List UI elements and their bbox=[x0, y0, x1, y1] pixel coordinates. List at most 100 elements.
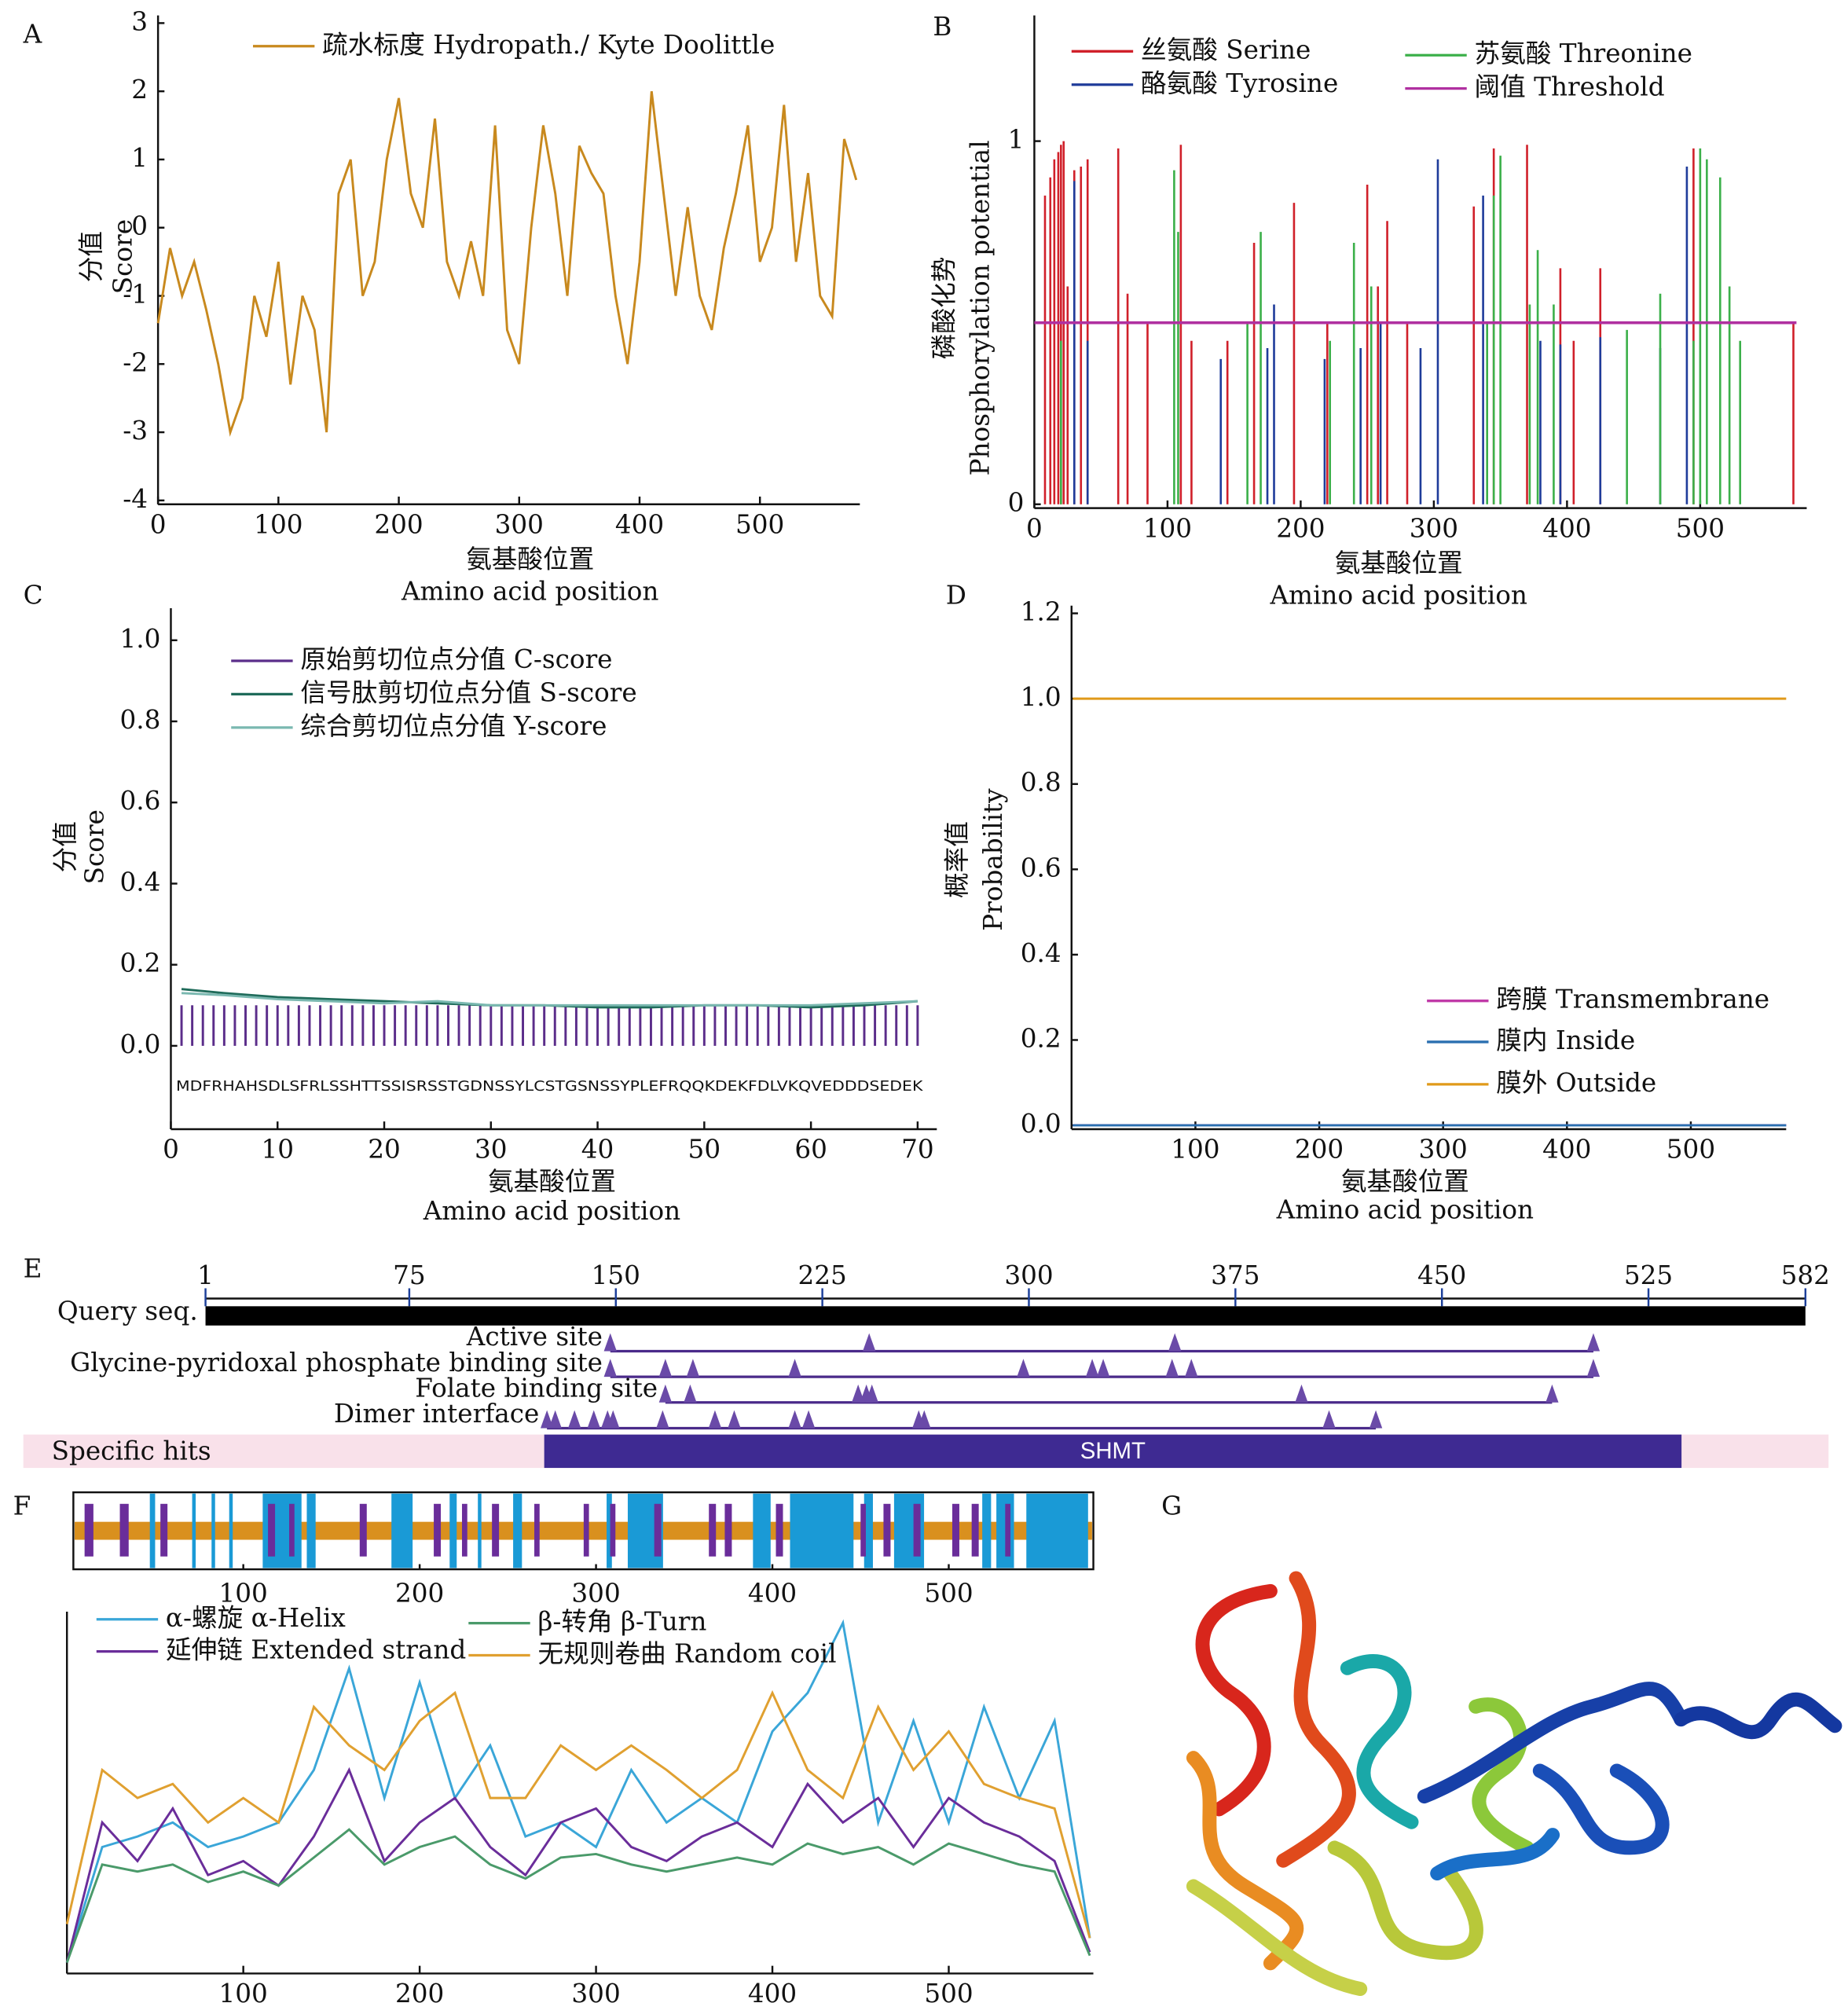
helix bbox=[1026, 1493, 1088, 1568]
y-tick-label: 0.6 bbox=[1021, 853, 1062, 882]
x-tick-label: 200 bbox=[395, 1979, 444, 2003]
y-tick-label: -2 bbox=[123, 347, 148, 377]
site-marker bbox=[1586, 1359, 1600, 1378]
helix bbox=[391, 1493, 413, 1568]
x-tick-label: 40 bbox=[581, 1135, 614, 1165]
legend-label: 无规则卷曲 Random coil bbox=[537, 1638, 836, 1668]
strand bbox=[583, 1503, 589, 1557]
x-tick-label: 400 bbox=[748, 1579, 797, 1609]
strand bbox=[289, 1503, 295, 1557]
panel-label: C bbox=[24, 580, 43, 610]
y-axis-title: 分值 bbox=[76, 231, 106, 282]
strand bbox=[860, 1503, 866, 1557]
x-tick-label: 150 bbox=[592, 1260, 640, 1290]
legend-label: 膜内 Inside bbox=[1496, 1025, 1635, 1055]
legend-label: 跨膜 Transmembrane bbox=[1496, 985, 1769, 1014]
helix bbox=[192, 1493, 196, 1568]
legend-label: 信号肽剪切位点分值 S-score bbox=[300, 677, 636, 707]
site-marker bbox=[658, 1359, 673, 1378]
helix bbox=[229, 1493, 233, 1568]
site-marker bbox=[568, 1410, 581, 1429]
strand bbox=[84, 1503, 94, 1557]
x-tick-label: 200 bbox=[1295, 1135, 1344, 1165]
x-tick-label: 0 bbox=[1026, 513, 1043, 543]
panel-label: A bbox=[23, 20, 42, 50]
helix bbox=[449, 1493, 457, 1568]
series-line bbox=[156, 90, 858, 437]
helix bbox=[149, 1493, 156, 1568]
legend-label: 膜外 Outside bbox=[1496, 1068, 1656, 1098]
site-marker bbox=[801, 1410, 816, 1429]
y-tick-label: 1.2 bbox=[1021, 597, 1062, 627]
protein-structure bbox=[1186, 1571, 1842, 1997]
x-tick-label: 200 bbox=[1276, 513, 1325, 543]
x-tick-label: 582 bbox=[1781, 1260, 1830, 1290]
strand bbox=[434, 1503, 442, 1557]
site-marker bbox=[656, 1410, 669, 1429]
y-tick-label: -4 bbox=[123, 484, 148, 514]
legend-label: 延伸链 Extended strand bbox=[166, 1635, 466, 1665]
y-tick-label: 1.0 bbox=[119, 624, 160, 654]
y-tick-label: 0.0 bbox=[1021, 1109, 1062, 1139]
x-axis-title: 氨基酸位置 bbox=[1335, 548, 1463, 578]
y-tick-label: 3 bbox=[131, 6, 148, 36]
x-tick-label: 500 bbox=[1666, 1135, 1715, 1165]
site-marker bbox=[863, 1333, 876, 1352]
x-axis-title: 氨基酸位置 bbox=[1341, 1167, 1469, 1197]
legend-label: 综合剪切位点分值 Y-score bbox=[300, 711, 607, 741]
site-marker bbox=[728, 1410, 741, 1429]
site-marker bbox=[587, 1410, 600, 1429]
x-axis-title: Amino acid position bbox=[401, 576, 658, 606]
strand bbox=[883, 1503, 891, 1557]
track-label: Folate binding site bbox=[415, 1373, 658, 1403]
strand bbox=[461, 1503, 468, 1557]
legend-label: 丝氨酸 Serine bbox=[1141, 35, 1311, 64]
y-tick-label: 0.8 bbox=[119, 705, 160, 735]
x-tick-label: 1 bbox=[197, 1260, 214, 1290]
x-axis-title: Amino acid position bbox=[423, 1196, 680, 1226]
x-tick-label: 500 bbox=[1676, 513, 1725, 543]
helix bbox=[211, 1493, 215, 1568]
track-label: Active site bbox=[466, 1322, 603, 1352]
site-marker bbox=[1017, 1359, 1030, 1378]
query-label: Query seq. bbox=[57, 1296, 198, 1326]
strand bbox=[534, 1503, 540, 1557]
x-tick-label: 70 bbox=[901, 1135, 934, 1165]
x-tick-label: 400 bbox=[1542, 1135, 1591, 1165]
x-tick-label: 300 bbox=[1410, 513, 1458, 543]
strand bbox=[654, 1503, 662, 1557]
legend-label: 原始剪切位点分值 C-score bbox=[300, 644, 612, 674]
strand bbox=[776, 1503, 783, 1557]
x-tick-label: 100 bbox=[219, 1579, 268, 1609]
site-marker bbox=[658, 1384, 673, 1403]
strand bbox=[359, 1503, 367, 1557]
x-tick-label: 200 bbox=[395, 1579, 444, 1609]
strand bbox=[913, 1503, 921, 1557]
helix bbox=[864, 1493, 873, 1568]
legend-label: α-螺旋 α-Helix bbox=[166, 1603, 346, 1633]
site-marker bbox=[603, 1359, 617, 1378]
x-tick-label: 400 bbox=[615, 510, 664, 540]
helix bbox=[306, 1493, 316, 1568]
site-marker bbox=[1165, 1359, 1179, 1378]
strand bbox=[160, 1503, 168, 1557]
x-tick-label: 100 bbox=[1143, 513, 1192, 543]
site-marker bbox=[1586, 1333, 1600, 1352]
site-marker bbox=[548, 1410, 562, 1429]
x-tick-label: 400 bbox=[748, 1979, 797, 2003]
site-marker bbox=[1546, 1384, 1559, 1403]
y-axis-title: Score bbox=[80, 809, 110, 884]
y-tick-label: 0.4 bbox=[1021, 938, 1062, 968]
series-line bbox=[181, 992, 918, 1007]
y-axis-title: Score bbox=[108, 219, 138, 294]
helix bbox=[478, 1493, 482, 1568]
y-tick-label: 1 bbox=[131, 143, 148, 173]
strand bbox=[1005, 1503, 1011, 1557]
x-tick-label: 300 bbox=[495, 510, 544, 540]
legend-label: 苏氨酸 Threonine bbox=[1475, 39, 1692, 68]
helix bbox=[982, 1493, 992, 1568]
sequence: MDFRHAHSDLSFRLSSHTTSSISRSSTGDNSSYLCSTGSN… bbox=[176, 1078, 924, 1095]
x-axis-title: 氨基酸位置 bbox=[466, 545, 594, 574]
x-tick-label: 100 bbox=[219, 1979, 268, 2003]
